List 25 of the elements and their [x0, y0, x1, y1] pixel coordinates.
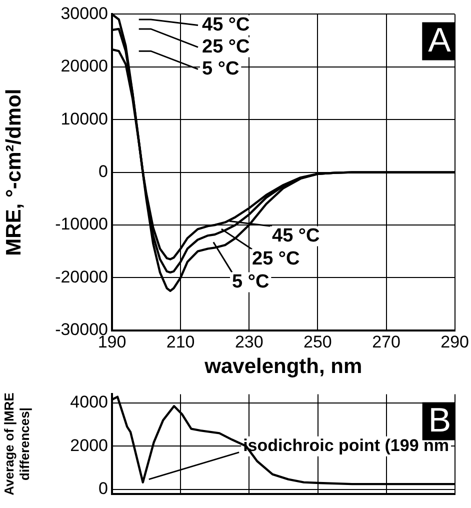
x-axis-title: wavelength, nm: [204, 355, 362, 378]
y-tick-label: -20000: [55, 267, 108, 286]
annotation: A: [428, 22, 452, 60]
x-tick-label: 250: [304, 332, 332, 352]
legend-label: 45 °C: [202, 14, 250, 36]
y-tick-label: 10000: [60, 109, 108, 128]
y-axis-title: MRE, °-cm²/dmol: [2, 88, 26, 256]
y-tick-label: 30000: [60, 4, 108, 23]
legend-label: 5 °C: [202, 58, 240, 80]
x-tick-label: 290: [440, 332, 470, 352]
x-tick-label: 270: [372, 332, 400, 352]
legend-label: 25 °C: [202, 36, 250, 58]
y-axis-title: Average of |MRE differences|: [1, 392, 32, 496]
y-tick-label: 0: [98, 162, 108, 181]
y-tick-label: 20000: [60, 56, 108, 76]
text: 25 °C: [252, 248, 300, 270]
y-tick-label: 4000: [70, 392, 108, 412]
x-tick-label: 210: [166, 332, 195, 352]
text: 45 °C: [272, 226, 320, 247]
y-tick-label: -10000: [55, 214, 108, 234]
x-tick-label: 230: [234, 332, 264, 352]
y-tick-label: 2000: [70, 436, 108, 455]
text: 5 °C: [232, 272, 270, 293]
annotation: isodichroic point (199 nm: [243, 436, 450, 456]
y-tick-label: 0: [98, 479, 108, 498]
